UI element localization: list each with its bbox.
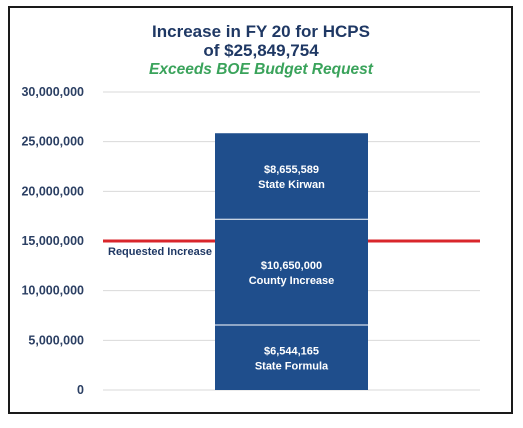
- data-label-value: $6,544,165: [264, 345, 319, 357]
- data-label-name: State Formula: [255, 360, 329, 372]
- bar-segment-state-formula: [215, 324, 368, 390]
- chart-subtitle: Exceeds BOE Budget Request: [149, 61, 374, 78]
- y-tick-label: 5,000,000: [28, 333, 84, 347]
- data-label-value: $10,650,000: [261, 260, 322, 272]
- data-label-name: County Increase: [249, 275, 335, 287]
- chart-frame: Increase in FY 20 for HCPS of $25,849,75…: [8, 6, 513, 414]
- y-tick-label: 30,000,000: [21, 85, 84, 99]
- data-label-value: $8,655,589: [264, 164, 319, 176]
- y-tick-label: 0: [77, 383, 84, 397]
- y-tick-label: 25,000,000: [21, 135, 84, 149]
- bar-segment-state-kirwan: [215, 133, 368, 220]
- y-tick-label: 15,000,000: [21, 234, 84, 248]
- chart-title-line-2: of $25,849,754: [203, 41, 319, 60]
- requested-increase-label: Requested Increase: [108, 246, 212, 258]
- chart-title-line-1: Increase in FY 20 for HCPS: [152, 22, 370, 41]
- y-tick-label: 20,000,000: [21, 184, 84, 198]
- data-label-name: State Kirwan: [258, 179, 325, 191]
- chart: Increase in FY 20 for HCPS of $25,849,75…: [21, 22, 480, 397]
- y-tick-label: 10,000,000: [21, 284, 84, 298]
- bar-segment-county-increase: [215, 219, 368, 325]
